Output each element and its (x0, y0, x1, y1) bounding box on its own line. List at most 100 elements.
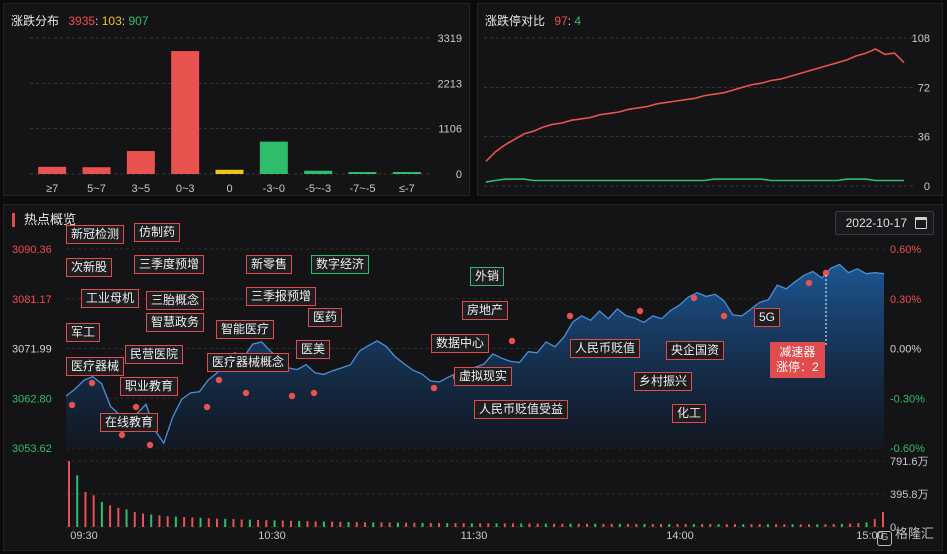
watermark: G 格隆汇 (876, 523, 934, 546)
concept-name: 智能医疗 (221, 322, 270, 336)
limit-compare-panel: 涨跌停对比 97: 4 108 72 36 0 (477, 3, 943, 196)
concept-marker (690, 294, 698, 302)
volume-bar (635, 523, 638, 527)
hot-concept-label[interactable]: 虚拟现实 (454, 367, 513, 386)
volume-bar (216, 518, 218, 527)
hot-concept-label[interactable]: 军工 (66, 323, 101, 342)
hot-concept-label[interactable]: 外销 (470, 267, 505, 286)
hot-concept-label[interactable]: 新零售 (246, 255, 293, 274)
date-picker[interactable]: 2022-10-17 (834, 211, 934, 235)
hot-concept-label[interactable]: 人民币贬值 (570, 339, 641, 358)
volume-bar (618, 523, 621, 527)
hot-concept-label[interactable]: 仿制药 (134, 223, 181, 242)
y-left-tick: 3062.80 (12, 393, 52, 405)
hot-concept-label[interactable]: 三胎概念 (146, 291, 205, 310)
hot-concept-label[interactable]: 央企国资 (666, 341, 725, 360)
volume-bar (273, 520, 276, 527)
volume-bar (495, 523, 498, 527)
hot-overview-panel: 热点概览 2022-10-17 3090.36 0.60% 3081.17 0.30%… (3, 204, 943, 551)
volume-bar (487, 523, 490, 527)
hot-concept-label[interactable]: 乡村振兴 (634, 372, 693, 391)
hot-concept-label[interactable]: 新冠检测 (66, 225, 125, 244)
concept-marker (508, 337, 516, 345)
volume-bar (109, 505, 112, 527)
time-tick: 11:30 (461, 530, 488, 542)
concept-name: 乡村振兴 (639, 374, 688, 388)
hot-concept-label[interactable]: 化工 (672, 404, 707, 423)
y-right-tick: -0.60% (890, 443, 925, 455)
hot-concept-label[interactable]: 在线教育 (100, 413, 159, 432)
volume-bar (775, 524, 778, 527)
hot-concept-label[interactable]: 次新股 (66, 258, 113, 277)
bar (38, 166, 67, 174)
hot-concept-label[interactable]: 职业教育 (120, 377, 179, 396)
volume-bar (717, 524, 720, 527)
hot-concept-label[interactable]: 三季报预增 (246, 287, 317, 306)
hot-concept-label[interactable]: 医药 (308, 308, 343, 327)
x-tick-label: ≤-7 (399, 183, 415, 195)
hot-concept-label[interactable]: 5G (754, 308, 781, 327)
volume-bar (553, 523, 556, 527)
volume-bar (454, 523, 457, 527)
concept-name: 仿制药 (139, 225, 176, 239)
hot-concept-label[interactable]: 人民币贬值受益 (474, 400, 569, 419)
y-tick-label: 108 (912, 33, 930, 45)
concept-name: 次新股 (71, 260, 108, 274)
volume-bar (684, 524, 687, 527)
volume-bar (224, 518, 227, 527)
bar (392, 172, 421, 174)
date-value: 2022-10-17 (845, 216, 907, 230)
volume-bar (561, 523, 564, 527)
limit-title: 涨跌停对比 (485, 14, 546, 28)
concept-name: 外销 (475, 269, 500, 283)
volume-bar (429, 522, 432, 527)
volume-bar (651, 523, 654, 527)
hot-concept-label[interactable]: 医疗器械 (66, 357, 125, 376)
volume-bar (528, 523, 531, 527)
hot-concept-label[interactable]: 工业母机 (81, 289, 140, 308)
volume-bar (240, 519, 243, 527)
volume-bar (183, 516, 186, 527)
hot-concept-label[interactable]: 三季度预增 (134, 255, 205, 274)
concept-marker (68, 401, 76, 409)
volume-bar (158, 515, 161, 527)
volume-bar (832, 524, 835, 527)
dist-title: 涨跌分布 (11, 14, 60, 28)
volume-bar (438, 522, 440, 527)
bar (348, 172, 377, 174)
y-tick-label: 3319 (438, 33, 462, 45)
hot-concept-highlight[interactable]: 减速器 涨停：2 (770, 342, 825, 378)
concept-marker (146, 441, 154, 449)
volume-bar (660, 523, 662, 527)
concept-marker (242, 389, 250, 397)
hot-concept-label[interactable]: 智能医疗 (216, 320, 275, 339)
hot-title: 热点概览 (12, 213, 76, 227)
calendar-icon[interactable] (915, 217, 927, 229)
y-left-tick: 3090.36 (12, 244, 52, 256)
volume-bar (191, 517, 194, 527)
volume-bar (824, 524, 827, 527)
volume-bar (372, 522, 375, 527)
volume-bar (380, 522, 383, 527)
x-tick-label: 3~5 (131, 183, 150, 195)
volume-bar (783, 524, 786, 527)
hot-concept-label[interactable]: 数据中心 (431, 334, 490, 353)
hot-concept-label[interactable]: 医疗器械概念 (207, 353, 290, 372)
vol-tick: 791.6万 (890, 456, 929, 468)
hot-concept-label[interactable]: 数字经济 (311, 255, 370, 274)
y-right-tick: -0.30% (890, 393, 925, 405)
concept-marker (288, 392, 296, 400)
hot-concept-label[interactable]: 医美 (296, 340, 331, 359)
concept-marker (822, 269, 830, 277)
hot-concept-label[interactable]: 智慧政务 (146, 313, 205, 332)
volume-bar (701, 524, 704, 527)
volume-bar (322, 521, 325, 527)
hot-concept-label[interactable]: 房地产 (462, 301, 509, 320)
volume-bar (849, 523, 852, 527)
volume-bar (873, 519, 876, 527)
y-right-tick: 0.00% (890, 344, 921, 356)
x-tick-label: 0 (226, 183, 232, 195)
hot-concept-label[interactable]: 民营医院 (125, 345, 184, 364)
volume-bar (577, 523, 580, 527)
x-tick-label: 5~7 (87, 183, 106, 195)
